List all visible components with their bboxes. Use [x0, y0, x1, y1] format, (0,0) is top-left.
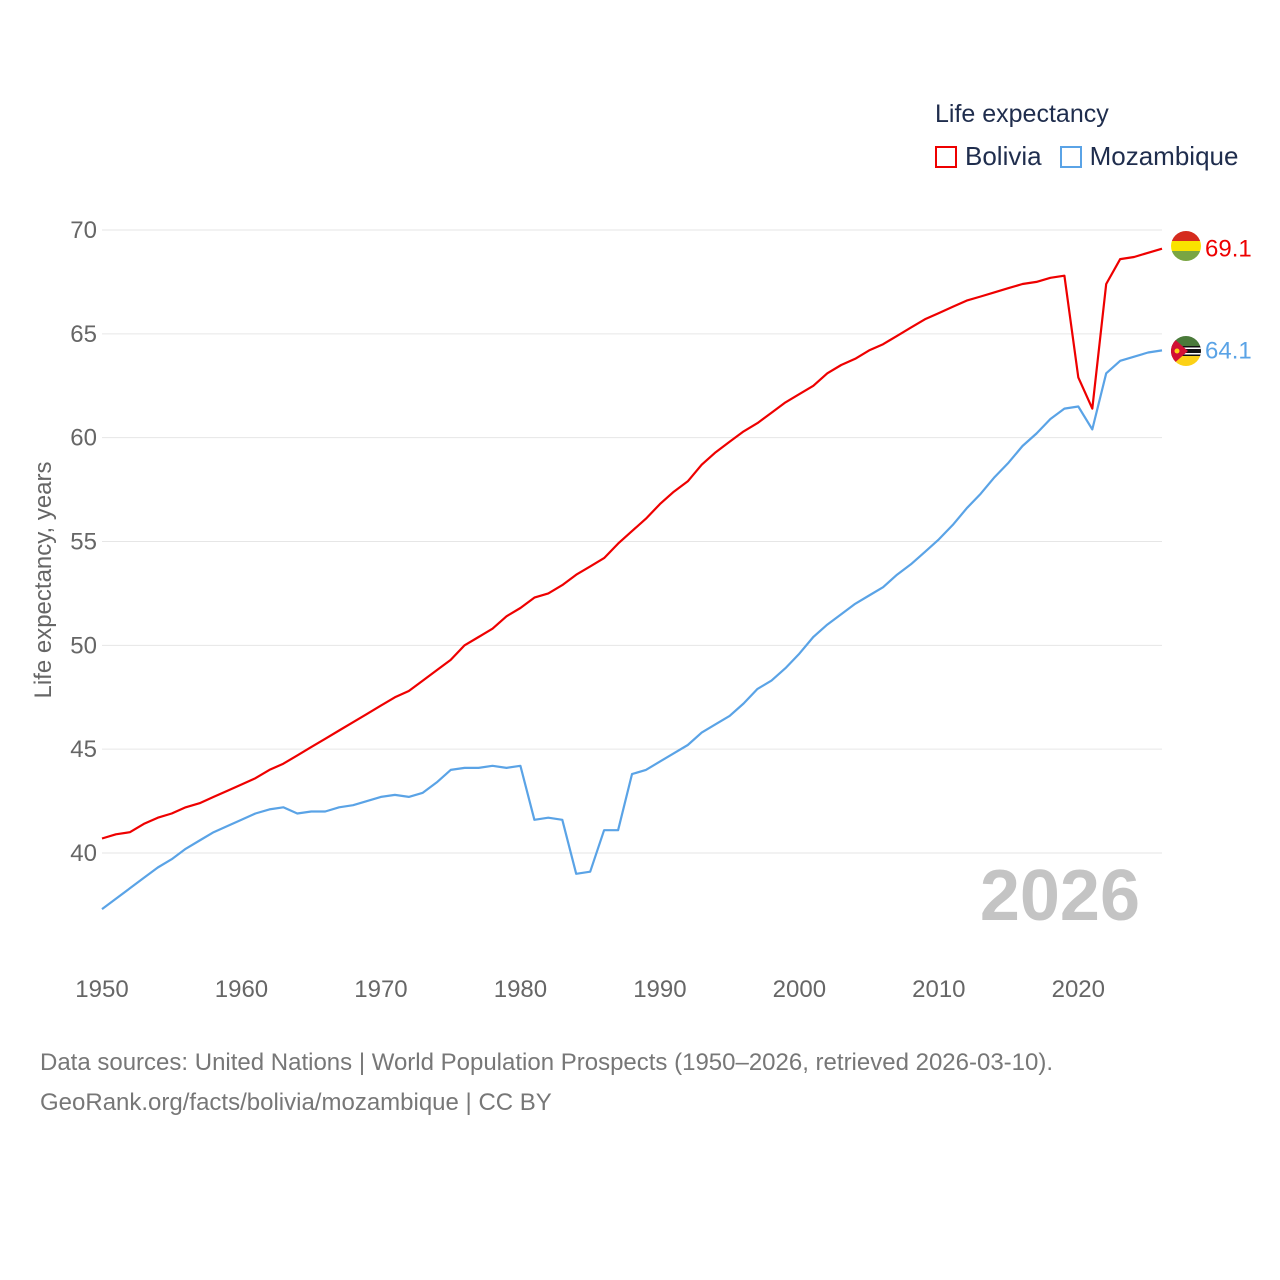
y-tick-label-40: 40: [70, 840, 97, 867]
mozambique-flag-icon: [1171, 336, 1201, 366]
year-watermark: 2026: [980, 856, 1140, 936]
legend-swatch-bolivia: [935, 145, 957, 168]
attribution-link[interactable]: GeoRank.org/facts/bolivia/mozambique | C…: [40, 1089, 552, 1116]
y-tick-label-50: 50: [70, 632, 97, 659]
end-label-mozambique: 64.1: [1205, 337, 1252, 364]
gridlines: [102, 229, 1162, 854]
x-tick-label-2020: 2020: [1052, 976, 1105, 1003]
footer: Data sources: United Nations | World Pop…: [40, 1043, 1053, 1123]
legend-swatch-mozambique: [1059, 145, 1082, 168]
y-tick-label-45: 45: [70, 736, 97, 763]
series-line-bolivia[interactable]: [101, 247, 1163, 840]
legend: Life expectancy Bolivia Mozambique: [935, 100, 1256, 172]
end-label-bolivia: 69.1: [1205, 236, 1252, 263]
x-tick-label-1980: 1980: [494, 976, 547, 1003]
x-tick-label-1950: 1950: [75, 976, 128, 1003]
bolivia-flag-icon: [1171, 231, 1201, 261]
x-tick-label-1970: 1970: [354, 976, 407, 1003]
legend-title: Life expectancy: [935, 100, 1109, 128]
legend-items: Bolivia Mozambique: [935, 141, 1256, 172]
end-labels: 69.1 64.1: [1205, 236, 1252, 365]
x-tick-label-2010: 2010: [912, 976, 965, 1003]
y-axis-label: Life expectancy, years: [30, 461, 57, 698]
legend-label-bolivia: Bolivia: [965, 141, 1042, 171]
legend-item-bolivia[interactable]: Bolivia: [935, 141, 1042, 172]
y-tick-label-60: 60: [70, 425, 97, 452]
series-lines: [101, 247, 1163, 910]
x-axis-ticks: 1950 1960 1970 1980 1990 2000 2010 2020: [75, 976, 1105, 1003]
x-tick-label-1990: 1990: [633, 976, 686, 1003]
series-line-mozambique[interactable]: [101, 349, 1163, 910]
y-tick-label-55: 55: [70, 529, 97, 556]
legend-item-mozambique[interactable]: Mozambique: [1059, 141, 1239, 172]
x-tick-label-2000: 2000: [773, 976, 826, 1003]
y-axis-ticks: 40 45 50 55 60 65 70: [70, 217, 97, 867]
legend-label-mozambique: Mozambique: [1089, 141, 1239, 171]
y-tick-label-65: 65: [70, 321, 97, 348]
data-sources-text: Data sources: United Nations | World Pop…: [40, 1049, 1054, 1076]
x-tick-label-1960: 1960: [215, 976, 268, 1003]
y-tick-label-70: 70: [70, 217, 97, 244]
